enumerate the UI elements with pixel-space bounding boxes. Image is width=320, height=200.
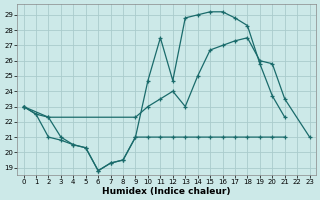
X-axis label: Humidex (Indice chaleur): Humidex (Indice chaleur) xyxy=(102,187,231,196)
